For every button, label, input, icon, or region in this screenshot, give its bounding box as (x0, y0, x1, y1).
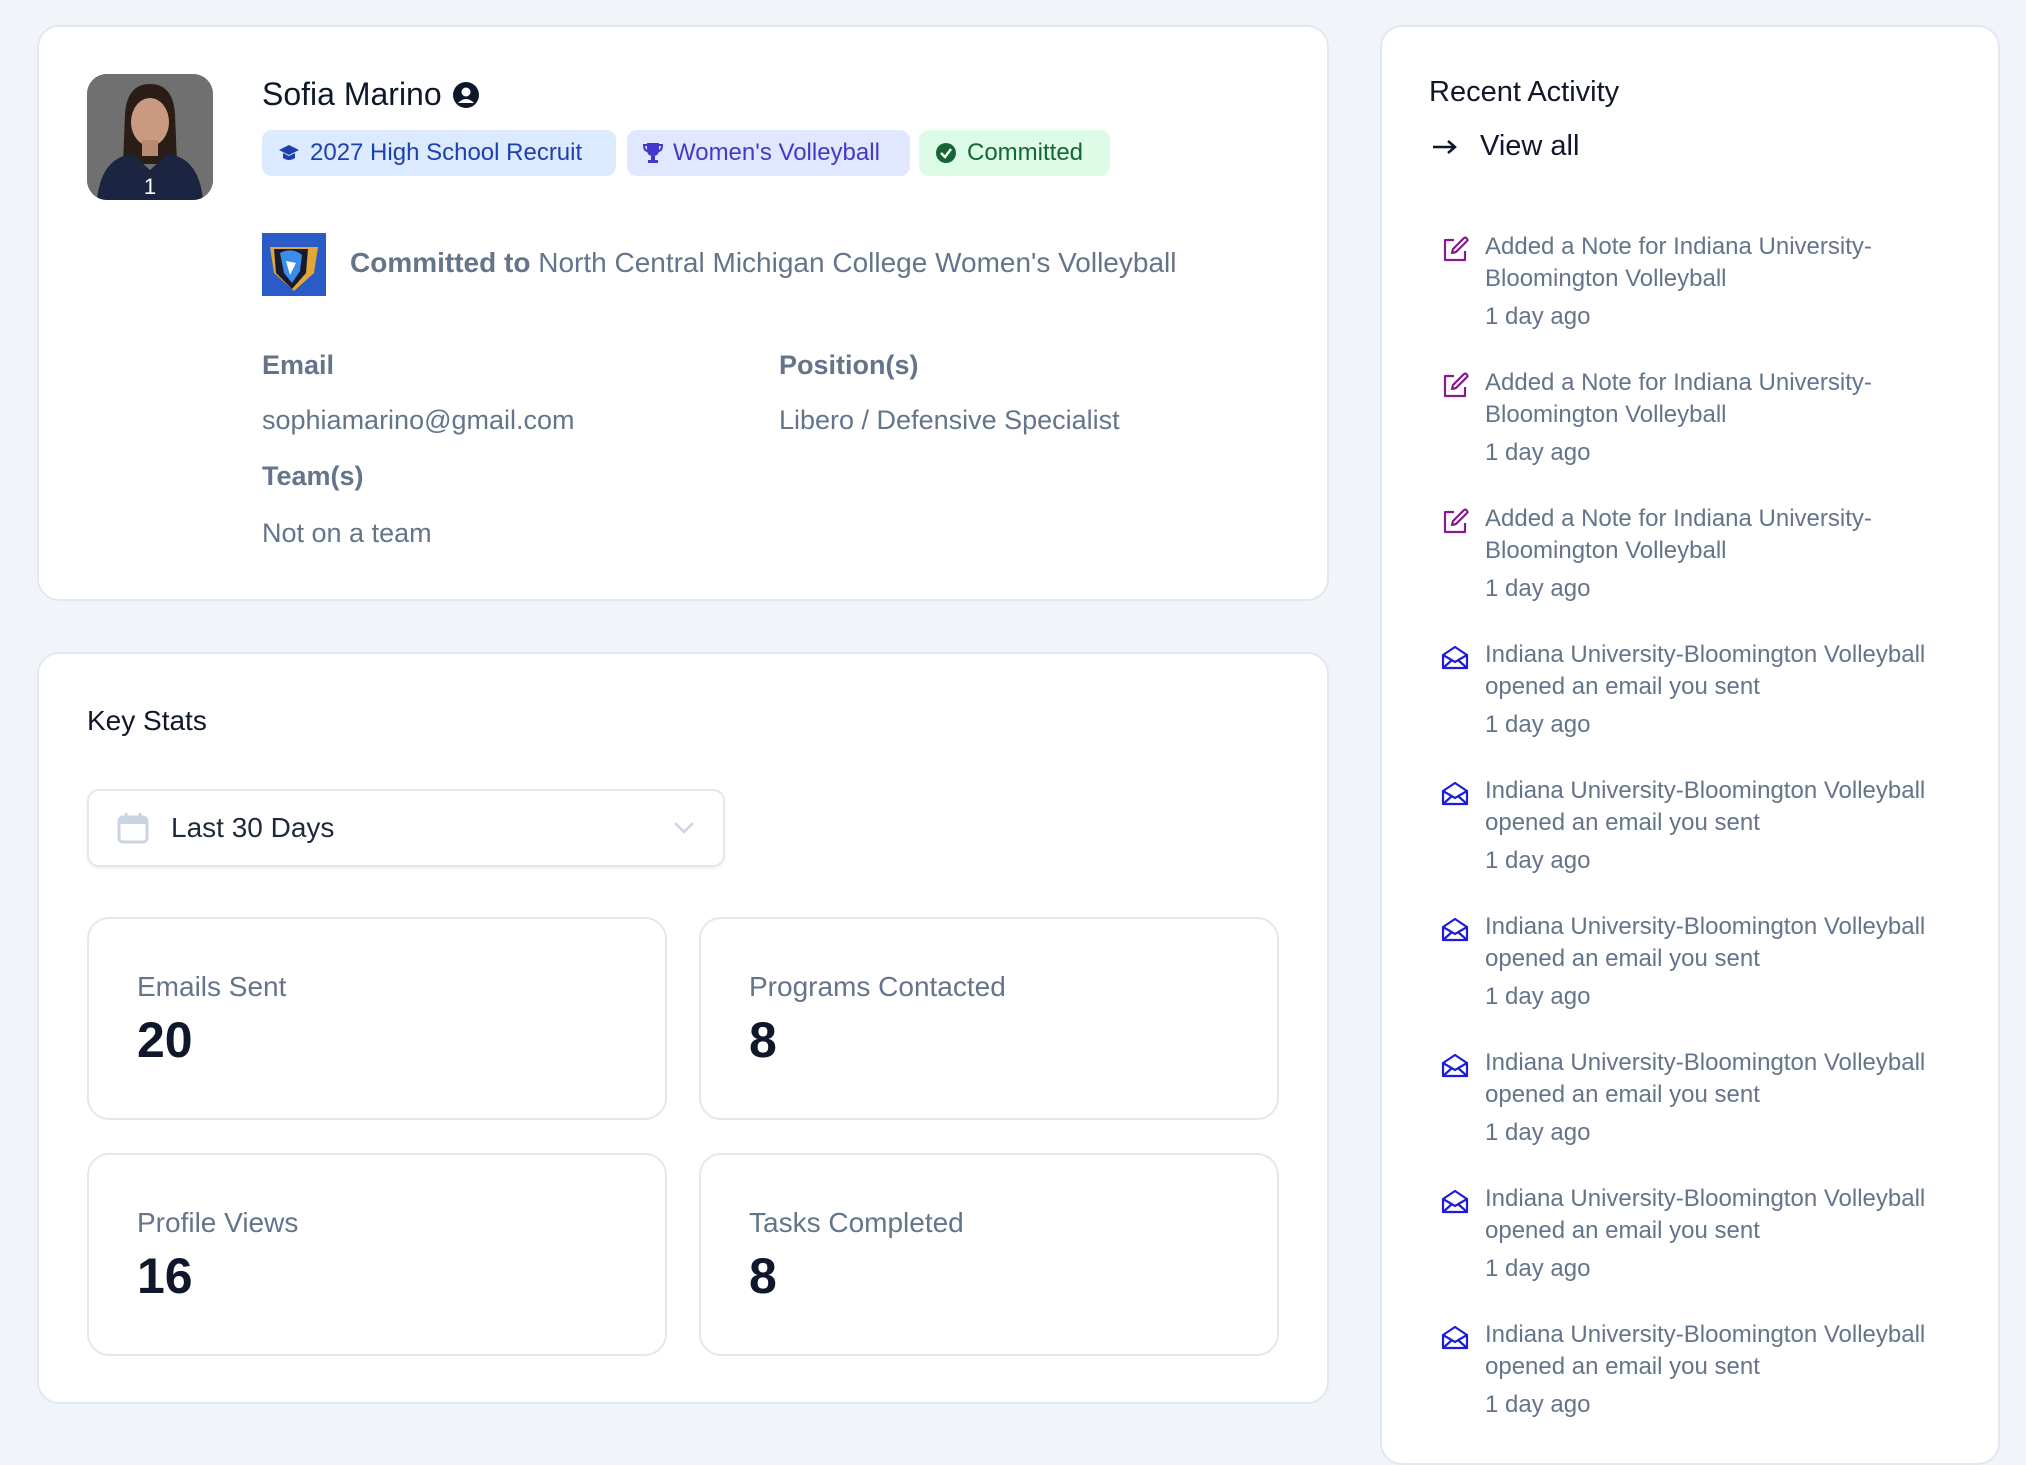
stat-value: 8 (749, 1012, 777, 1068)
calendar-icon (117, 813, 149, 844)
activity-text: Indiana University-Bloomington Volleybal… (1485, 913, 1926, 972)
teams-label: Team(s) (262, 461, 364, 491)
pencil-square-icon (1440, 235, 1470, 265)
class-badge: 2027 High School Recruit (262, 130, 616, 176)
chevron-down-icon (674, 822, 694, 834)
view-all-link[interactable]: View all (1432, 130, 1579, 163)
stat-value: 16 (137, 1248, 193, 1304)
email-label: Email (262, 350, 335, 380)
commitment-text: Committed to North Central Michigan Coll… (350, 247, 1176, 279)
date-range-select[interactable]: Last 30 Days (87, 789, 725, 867)
pencil-square-icon (1440, 507, 1470, 537)
envelope-open-icon (1440, 915, 1470, 945)
key-stats-title: Key Stats (87, 705, 207, 736)
activity-time: 1 day ago (1485, 303, 1591, 330)
key-stats-card (37, 652, 1329, 1404)
stat-label: Tasks Completed (749, 1207, 964, 1238)
stat-emails-sent: Emails Sent 20 (87, 917, 667, 1120)
pencil-square-icon (1440, 371, 1470, 401)
envelope-open-icon (1440, 1187, 1470, 1217)
activity-text: Added a Note for Indiana University-Bloo… (1485, 233, 1872, 292)
arrow-right-icon (1433, 139, 1457, 154)
envelope-open-icon (1440, 779, 1470, 809)
trophy-icon (643, 143, 663, 163)
athlete-name-text: Sofia Marino (262, 76, 442, 112)
sport-badge-label: Women's Volleyball (673, 139, 880, 166)
activity-time: 1 day ago (1485, 439, 1591, 466)
activity-time: 1 day ago (1485, 983, 1591, 1010)
positions-label: Position(s) (779, 350, 919, 380)
activity-time: 1 day ago (1485, 575, 1591, 602)
recent-activity-title: Recent Activity (1429, 76, 1620, 108)
stat-tasks-completed: Tasks Completed 8 (699, 1153, 1279, 1356)
activity-text: Added a Note for Indiana University-Bloo… (1485, 369, 1872, 428)
activity-text: Indiana University-Bloomington Volleybal… (1485, 1185, 1926, 1244)
activity-text: Indiana University-Bloomington Volleybal… (1485, 1321, 1926, 1380)
stat-value: 20 (137, 1012, 193, 1068)
commitment-school[interactable]: North Central Michigan College Women's V… (538, 247, 1177, 278)
svg-text:1: 1 (144, 174, 156, 199)
stat-label: Emails Sent (137, 971, 287, 1002)
activity-text: Indiana University-Bloomington Volleybal… (1485, 641, 1926, 700)
email-value[interactable]: sophiamarino@gmail.com (262, 405, 575, 435)
college-logo (262, 233, 326, 296)
status-badge-label: Committed (967, 139, 1084, 166)
date-range-value: Last 30 Days (171, 812, 335, 843)
activity-time: 1 day ago (1485, 711, 1591, 738)
status-badge: Committed (919, 130, 1110, 176)
activity-text: Indiana University-Bloomington Volleybal… (1485, 1049, 1926, 1108)
class-badge-label: 2027 High School Recruit (310, 139, 583, 166)
activity-time: 1 day ago (1485, 1391, 1591, 1418)
activity-text: Added a Note for Indiana University-Bloo… (1485, 505, 1872, 564)
envelope-open-icon (1440, 643, 1470, 673)
user-circle-icon (452, 81, 479, 108)
activity-time: 1 day ago (1485, 847, 1591, 874)
profile-card (37, 25, 1329, 601)
stat-profile-views: Profile Views 16 (87, 1153, 667, 1356)
view-all-label: View all (1480, 130, 1580, 162)
athlete-name: Sofia Marino (262, 76, 480, 113)
sport-badge: Women's Volleyball (627, 130, 910, 176)
envelope-open-icon (1440, 1323, 1470, 1353)
check-circle-icon (936, 143, 956, 163)
stat-value: 8 (749, 1248, 777, 1304)
activity-text: Indiana University-Bloomington Volleybal… (1485, 777, 1926, 836)
stat-label: Programs Contacted (749, 971, 1006, 1002)
avatar: 1 (87, 74, 213, 200)
envelope-open-icon (1440, 1051, 1470, 1081)
graduation-cap-icon (279, 145, 299, 160)
stat-programs-contacted: Programs Contacted 8 (699, 917, 1279, 1120)
recent-activity-card (1380, 25, 2000, 1465)
teams-value: Not on a team (262, 518, 432, 548)
positions-value: Libero / Defensive Specialist (779, 405, 1120, 435)
activity-time: 1 day ago (1485, 1119, 1591, 1146)
activity-time: 1 day ago (1485, 1255, 1591, 1282)
commitment-prefix: Committed to (350, 247, 531, 278)
stat-label: Profile Views (137, 1207, 299, 1238)
